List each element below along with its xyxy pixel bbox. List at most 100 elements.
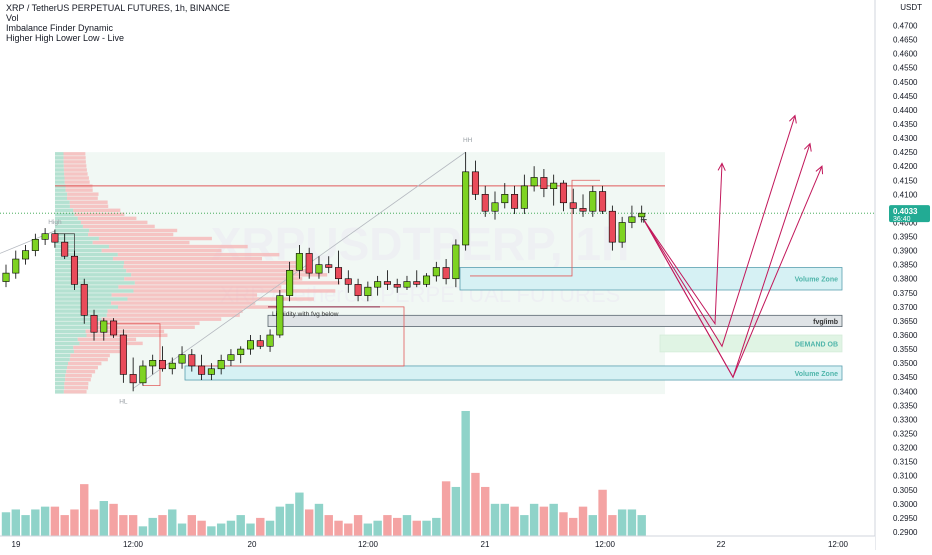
profile-bar-buy — [55, 325, 95, 329]
volume-bar — [608, 515, 617, 541]
profile-bar-buy — [55, 329, 86, 334]
volume-bar — [520, 515, 529, 541]
high-label: High — [48, 219, 62, 226]
profile-bar-sell — [67, 365, 98, 370]
arrow-head — [803, 142, 812, 152]
profile-bar-sell — [124, 277, 303, 281]
price-tick-label: 0.3550 — [893, 345, 918, 354]
profile-bar-sell — [64, 176, 89, 180]
profile-bar-buy — [55, 196, 67, 200]
price-axis[interactable]: 0.2900 0.2950 0.3000 0.3050 0.3100 0.3150 0.32… — [874, 0, 932, 550]
profile-bar-sell — [117, 252, 280, 257]
volume-bar — [99, 501, 108, 541]
candle-body — [2, 272, 10, 282]
candle — [471, 160, 479, 200]
indicator-vol[interactable]: Vol — [6, 13, 19, 23]
profile-bar-sell — [70, 353, 110, 358]
candle-body — [335, 267, 343, 280]
profile-bar-sell — [111, 293, 258, 297]
profile-bar-buy — [55, 377, 66, 382]
profile-bar-sell — [73, 345, 121, 350]
candle — [462, 152, 470, 251]
candle-body — [442, 267, 450, 280]
price-tick-label: 0.4300 — [893, 134, 918, 143]
profile-bar-sell — [95, 321, 200, 325]
price-tick-label: 0.4400 — [893, 106, 918, 115]
indicator-imbalance[interactable]: Imbalance Finder Dynamic — [6, 23, 114, 33]
candle — [452, 239, 460, 288]
price-tick-label: 0.3450 — [893, 373, 918, 382]
candle-body — [550, 182, 558, 190]
profile-bar-sell — [69, 200, 108, 204]
volume-bar — [197, 520, 206, 541]
candle-body — [119, 334, 127, 375]
candle — [374, 275, 382, 296]
profile-bar-sell — [106, 313, 240, 317]
candle-body — [403, 281, 411, 288]
candle-body — [315, 264, 323, 274]
candle-body — [100, 320, 108, 333]
candle-body — [217, 360, 225, 370]
zones-layer: Volume Zone fvg/imb DEMAND OB Volume Zone Li… — [0, 137, 875, 405]
price-tick-label: 0.3400 — [893, 387, 918, 396]
volume-zone-lower-label: Volume Zone — [795, 371, 839, 378]
price-tick-label: 0.3600 — [893, 331, 918, 340]
profile-bar-buy — [55, 317, 102, 321]
candle — [413, 270, 421, 288]
candle — [158, 346, 166, 372]
candle-body — [364, 286, 372, 296]
candle-body — [432, 267, 440, 277]
candle — [61, 233, 69, 260]
projection-path — [643, 163, 723, 326]
time-axis-background — [0, 536, 875, 550]
profile-bar-buy — [55, 200, 70, 204]
price-tick-label: 0.4600 — [893, 50, 918, 59]
candle-body — [61, 241, 69, 257]
candle — [393, 278, 401, 293]
volume-zone-upper-label: Volume Zone — [795, 277, 839, 284]
candle-body — [41, 233, 49, 240]
price-tick-label: 0.2900 — [893, 528, 918, 537]
profile-bar-sell — [65, 188, 93, 192]
candle — [442, 259, 450, 285]
volume-bar — [236, 515, 245, 541]
time-axis[interactable]: 19 12:00 20 12:00 21 12:00 22 12:00 — [0, 535, 875, 550]
volume-bar — [138, 526, 148, 541]
candle — [22, 244, 30, 265]
candle-body — [579, 208, 587, 212]
profile-bar-buy — [55, 228, 90, 233]
profile-bar-sell — [86, 333, 168, 338]
candle-body — [608, 210, 616, 243]
volume-bar — [559, 512, 568, 541]
candle — [51, 229, 59, 248]
volume-bar — [60, 515, 69, 541]
volume-bar — [1, 512, 11, 541]
volume-zone-upper — [459, 267, 843, 291]
time-tick-label: 21 — [481, 540, 490, 549]
profile-bar-sell — [89, 228, 178, 233]
volume-bar — [314, 503, 324, 541]
volume-bar — [334, 520, 343, 541]
time-tick-label: 22 — [717, 540, 726, 549]
currency-unit: USDT — [900, 3, 922, 12]
symbol-title[interactable]: XRP / TetherUS PERPETUAL FUTURES, 1h, BI… — [6, 3, 230, 13]
profile-bar-buy — [55, 390, 64, 394]
candle-body — [80, 284, 88, 316]
profile-bar-buy — [55, 386, 65, 390]
liquidity-bracket — [195, 306, 405, 367]
price-tick-label: 0.3500 — [893, 359, 918, 368]
profile-bar-buy — [55, 297, 128, 301]
candle — [383, 270, 391, 290]
volume-bar — [617, 509, 627, 541]
profile-bar-buy — [55, 373, 66, 378]
profile-bar-sell — [74, 212, 125, 217]
profile-bar-buy — [55, 236, 99, 241]
profile-bar-sell — [101, 317, 222, 321]
indicator-hhll[interactable]: Higher High Lower Low - Live — [6, 33, 125, 43]
candle — [530, 166, 538, 192]
price-tick-label: 0.4150 — [893, 176, 918, 185]
profile-bar-sell — [73, 208, 121, 213]
profile-bar-buy — [55, 216, 78, 221]
